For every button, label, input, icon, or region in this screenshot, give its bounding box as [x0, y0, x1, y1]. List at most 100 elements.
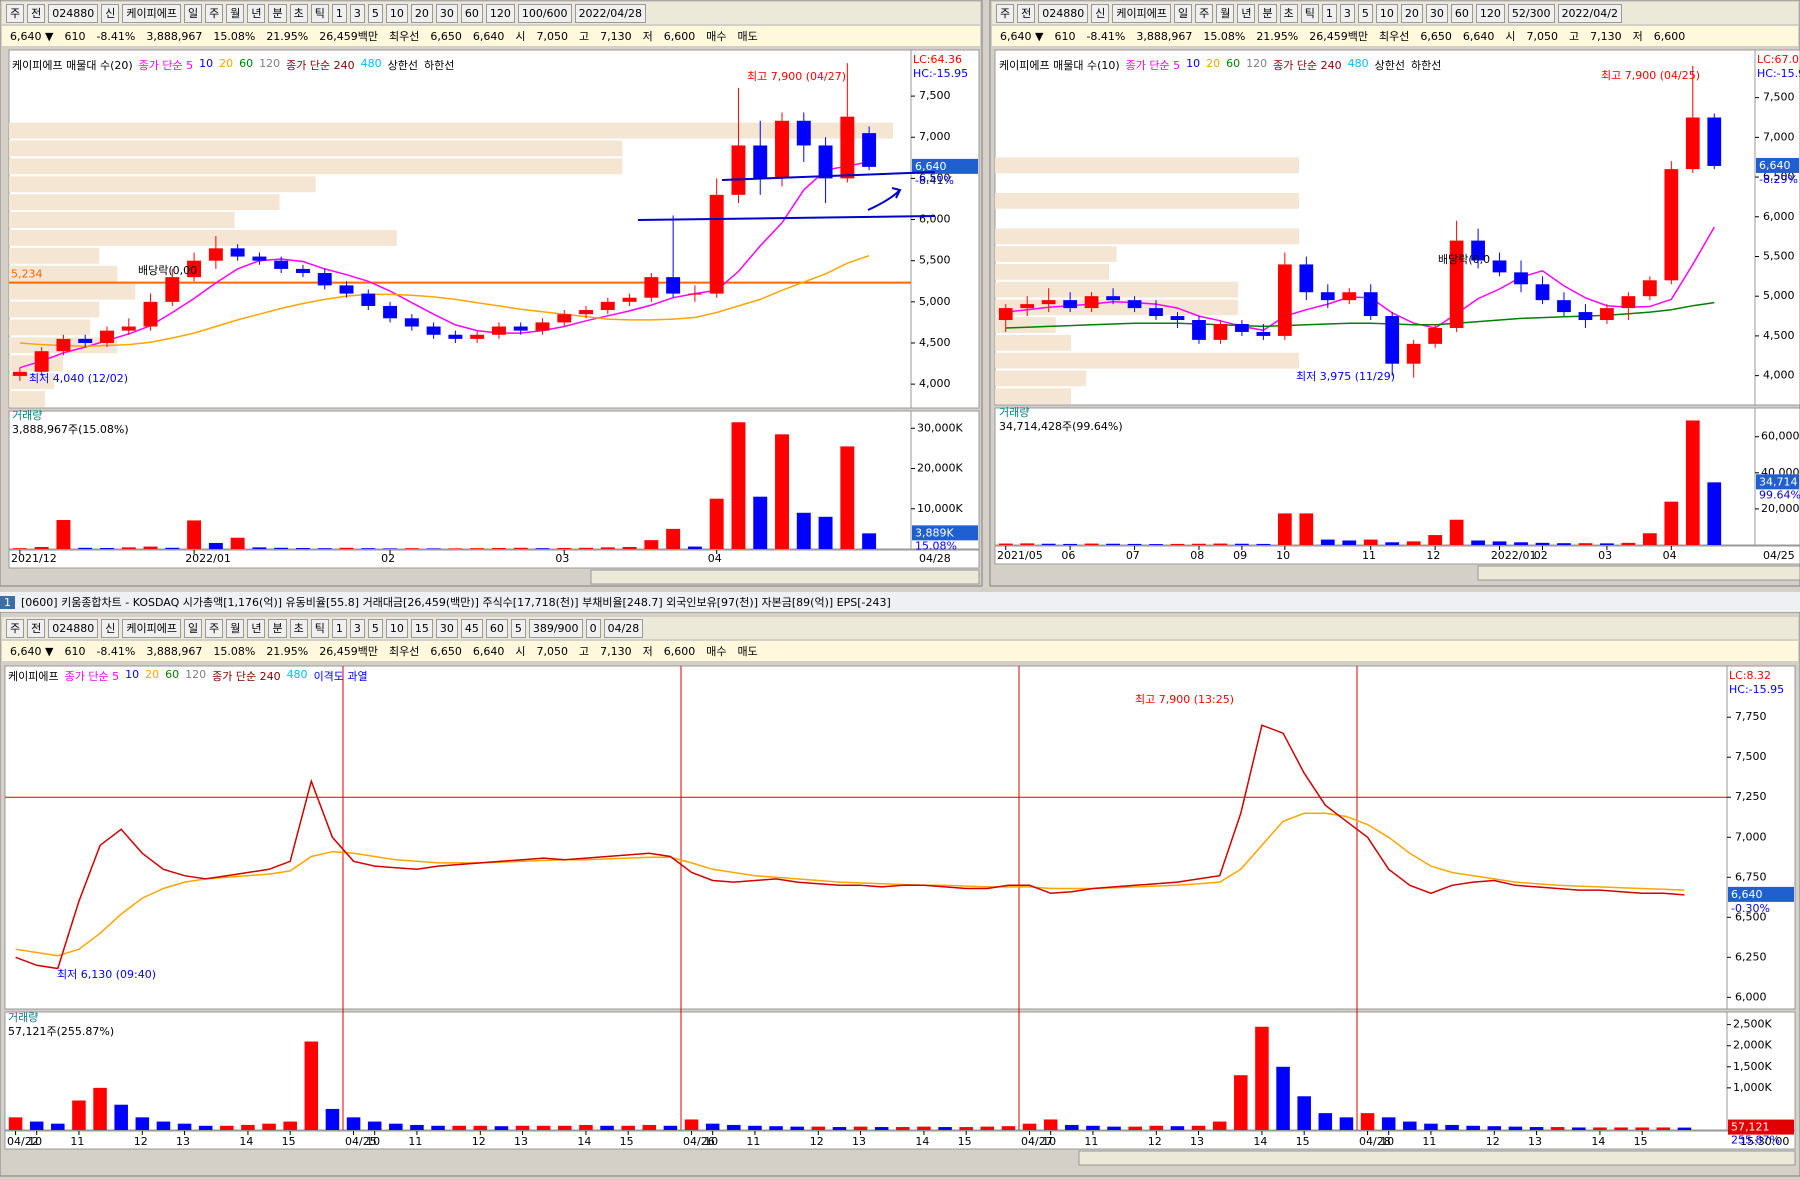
toolbar-button[interactable]: 1 [331, 618, 347, 638]
toolbar-button[interactable]: 일 [183, 618, 203, 638]
toolbar-button[interactable]: 20 [410, 3, 433, 23]
toolbar-button[interactable]: 10 [1375, 3, 1398, 23]
toolbar-button[interactable]: 10 [385, 618, 408, 638]
toolbar-button[interactable]: 케이피에프 [1112, 3, 1171, 23]
toolbar-button[interactable]: 년 [247, 618, 266, 638]
toolbar-button[interactable]: 분 [1258, 3, 1277, 23]
legend-entry[interactable]: 60 [165, 668, 180, 681]
legend-entry[interactable]: 케이피에프 매물대 수(10) [999, 59, 1120, 72]
legend-entry[interactable]: 종가 단순 240 [212, 670, 281, 683]
toolbar-button[interactable]: 주 [6, 618, 25, 638]
toolbar-button[interactable]: 케이피에프 [122, 3, 181, 23]
toolbar-button[interactable]: 1 [331, 3, 347, 23]
toolbar-button[interactable]: 년 [247, 3, 266, 23]
candle-body [1320, 292, 1335, 301]
toolbar-button[interactable]: 틱 [310, 618, 329, 638]
toolbar-button[interactable]: 30 [435, 3, 458, 23]
legend-entry[interactable]: 이격도 과열 [313, 670, 368, 683]
toolbar-button[interactable]: 월 [226, 3, 245, 23]
legend-entry[interactable]: 케이피에프 매물대 수(20) [12, 59, 133, 72]
toolbar-button[interactable]: 024880 [48, 618, 99, 638]
toolbar-button[interactable]: 3 [1339, 3, 1355, 23]
toolbar-button[interactable]: 일 [1173, 3, 1193, 23]
legend-entry[interactable]: 상한선 [387, 59, 418, 72]
toolbar-button[interactable]: 케이피에프 [122, 618, 181, 638]
toolbar-button[interactable]: 120 [485, 3, 515, 23]
toolbar-button[interactable]: 5 [367, 3, 383, 23]
toolbar-button[interactable]: 60 [1450, 3, 1473, 23]
toolbar-button[interactable]: 024880 [1038, 3, 1089, 23]
toolbar-button[interactable]: 10 [385, 3, 408, 23]
toolbar-button[interactable]: 2022/04/28 [574, 3, 646, 23]
legend-entry[interactable]: 상한선 [1374, 59, 1405, 72]
legend-entry[interactable]: 하한선 [423, 59, 455, 72]
toolbar-button[interactable]: 년 [1237, 3, 1256, 23]
toolbar-button[interactable]: 024880 [48, 3, 99, 23]
toolbar-button[interactable]: 52/300 [1507, 3, 1555, 23]
toolbar-button[interactable]: 3 [349, 3, 365, 23]
toolbar-button[interactable]: 주 [1195, 3, 1214, 23]
toolbar-button[interactable]: 분 [268, 618, 287, 638]
legend-entry[interactable]: 하한선 [1410, 59, 1442, 72]
toolbar-button[interactable]: 20 [1400, 3, 1423, 23]
legend-entry[interactable]: 10 [199, 57, 214, 70]
toolbar-button[interactable]: 04/28 [603, 618, 644, 638]
toolbar-button[interactable]: 전 [1017, 3, 1036, 23]
legend-entry[interactable]: 120 [185, 668, 207, 681]
legend-entry[interactable]: 120 [259, 57, 281, 70]
toolbar-button[interactable]: 5 [510, 618, 526, 638]
legend-entry[interactable]: 20 [1206, 57, 1221, 70]
legend-entry[interactable]: 종가 단순 5 [64, 670, 120, 683]
toolbar-button[interactable]: 틱 [310, 3, 329, 23]
toolbar-button[interactable]: 5 [367, 618, 383, 638]
legend-entry[interactable]: 종가 단순 240 [286, 59, 355, 72]
toolbar-button[interactable]: 3 [349, 618, 365, 638]
toolbar-button[interactable]: 틱 [1300, 3, 1319, 23]
legend-entry[interactable]: 60 [239, 57, 254, 70]
toolbar-button[interactable]: 5 [1357, 3, 1373, 23]
legend-entry[interactable]: 20 [145, 668, 160, 681]
toolbar-button[interactable]: 초 [289, 3, 308, 23]
toolbar-button[interactable]: 30 [435, 618, 458, 638]
toolbar-button[interactable]: 주 [205, 618, 224, 638]
legend-entry[interactable]: 480 [360, 57, 382, 70]
legend-entry[interactable]: 종가 단순 240 [1273, 59, 1342, 72]
legend-entry[interactable]: 20 [219, 57, 234, 70]
legend-entry[interactable]: 10 [1186, 57, 1201, 70]
toolbar-button[interactable]: 60 [460, 3, 483, 23]
toolbar-button[interactable]: 전 [27, 618, 46, 638]
toolbar-button[interactable]: 분 [268, 3, 287, 23]
toolbar-button[interactable]: 주 [996, 3, 1015, 23]
toolbar-button[interactable]: 2022/04/2 [1557, 3, 1622, 23]
y-tick-label: 6,000 [1763, 210, 1795, 223]
toolbar-button[interactable]: 120 [1475, 3, 1505, 23]
legend-entry[interactable]: 60 [1226, 57, 1241, 70]
legend-entry[interactable]: 10 [125, 668, 140, 681]
toolbar-button[interactable]: 신 [101, 618, 120, 638]
toolbar-button[interactable]: 주 [6, 3, 25, 23]
legend-entry[interactable]: 케이피에프 [8, 670, 59, 683]
legend-entry[interactable]: 120 [1246, 57, 1268, 70]
legend-entry[interactable]: 종가 단순 5 [1125, 59, 1181, 72]
window-number[interactable]: 1 [0, 595, 15, 609]
toolbar-button[interactable]: 전 [27, 3, 46, 23]
legend-entry[interactable]: 480 [1347, 57, 1369, 70]
toolbar-button[interactable]: 주 [205, 3, 224, 23]
legend-entry[interactable]: 종가 단순 5 [138, 59, 194, 72]
toolbar-button[interactable]: 1 [1321, 3, 1337, 23]
toolbar-button[interactable]: 월 [226, 618, 245, 638]
toolbar-button[interactable]: 389/900 [528, 618, 583, 638]
toolbar-button[interactable]: 60 [485, 618, 508, 638]
toolbar-button[interactable]: 0 [585, 618, 601, 638]
toolbar-button[interactable]: 45 [460, 618, 483, 638]
toolbar-button[interactable]: 월 [1216, 3, 1235, 23]
toolbar-button[interactable]: 초 [289, 618, 308, 638]
toolbar-button[interactable]: 신 [101, 3, 120, 23]
toolbar-button[interactable]: 초 [1279, 3, 1298, 23]
toolbar-button[interactable]: 100/600 [517, 3, 572, 23]
toolbar-button[interactable]: 일 [183, 3, 203, 23]
legend-entry[interactable]: 480 [286, 668, 308, 681]
toolbar-button[interactable]: 신 [1091, 3, 1110, 23]
toolbar-button[interactable]: 30 [1425, 3, 1448, 23]
toolbar-button[interactable]: 15 [410, 618, 433, 638]
